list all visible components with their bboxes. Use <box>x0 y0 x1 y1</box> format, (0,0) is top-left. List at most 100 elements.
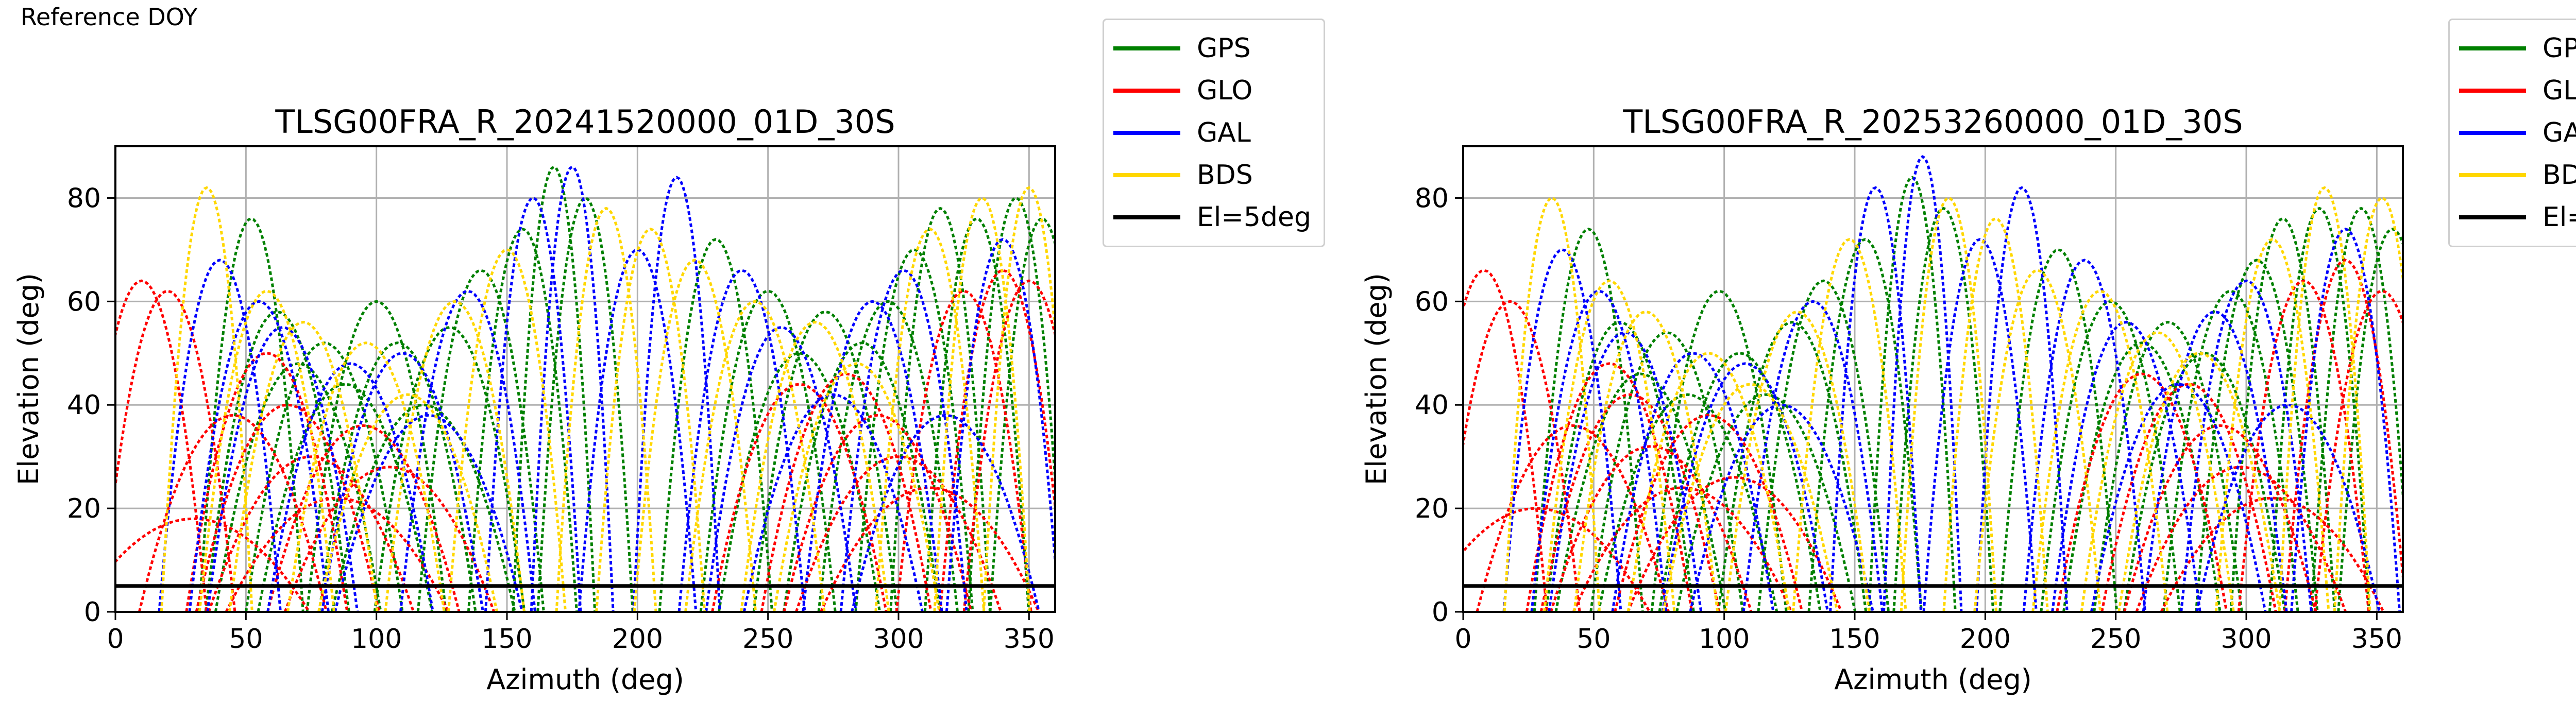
satellite-track-gal <box>705 326 857 612</box>
satellite-track-bds <box>2333 196 2403 612</box>
satellite-track-glo <box>2100 383 2277 612</box>
satellite-track-bds <box>874 228 986 612</box>
axes-frame <box>1462 145 2404 613</box>
satellite-track-glo <box>2135 466 2347 612</box>
satellite-track-bds <box>1503 196 1601 612</box>
y-tick-label: 60 <box>67 286 101 317</box>
satellite-track-glo <box>2123 424 2317 612</box>
satellite-track-bds <box>982 186 1055 612</box>
legend-item: BDS <box>1113 154 1311 196</box>
satellite-track-glo <box>962 279 1055 612</box>
x-tick-label: 300 <box>2221 624 2272 655</box>
legend-panel-2: GPS GLO GAL BDS El=5deg <box>2448 19 2576 247</box>
satellite-track-glo <box>1550 445 1753 612</box>
satellite-track-gps <box>967 196 1055 612</box>
legend-label: El=5deg <box>2543 202 2576 233</box>
skyplot-panel-2: 0 50 100 150 200 250 300 350 0 20 40 60 80 TLSG00FRA_… <box>1360 103 2404 696</box>
satellite-track-gal <box>802 300 943 612</box>
satellite-track-gal <box>1689 403 1874 612</box>
satellite-track-bds <box>2080 331 2235 612</box>
satellite-track-bds <box>2278 186 2371 612</box>
legend-label: GPS <box>1197 33 1251 64</box>
y-tick-label: 40 <box>67 390 101 421</box>
y-tick-label: 20 <box>67 493 101 524</box>
satellite-track-gps <box>1868 176 1957 612</box>
satellite-track-gal <box>2290 228 2401 612</box>
satellite-track-gps <box>2195 259 2319 612</box>
satellite-track-gal <box>945 238 1055 612</box>
satellite-track-gps <box>317 341 477 612</box>
y-tick-label: 60 <box>1415 286 1449 317</box>
satellite-track-glo <box>208 455 415 612</box>
x-axis-label: Azimuth (deg) <box>486 663 684 696</box>
x-tick-label: 200 <box>612 624 663 655</box>
satellite-track-gps <box>1807 238 1923 612</box>
satellite-track-glo <box>2237 279 2370 612</box>
satellite-track-glo <box>711 383 888 612</box>
satellite-track-gps <box>1589 331 1744 612</box>
satellite-track-gal <box>1829 186 1922 612</box>
legend-label: GLO <box>1197 75 1253 106</box>
satellite-track-gps <box>467 228 578 612</box>
satellite-track-gps <box>854 248 974 612</box>
satellite-track-bds <box>2117 352 2281 612</box>
satellite-track-glo <box>195 403 381 612</box>
x-tick-label: 250 <box>742 624 793 655</box>
satellite-track-glo <box>1572 486 1793 612</box>
satellite-track-glo <box>2056 372 2228 612</box>
legend-item: El=5deg <box>1113 196 1311 238</box>
satellite-track-gal <box>158 259 282 612</box>
satellite-track-bds <box>317 393 498 612</box>
x-tick-label: 350 <box>1004 624 1055 655</box>
x-tick-label: 150 <box>1829 624 1880 655</box>
satellite-track-gps <box>2268 207 2370 612</box>
satellite-track-gps <box>699 289 837 612</box>
legend-label: El=5deg <box>1197 202 1311 233</box>
satellite-track-gps <box>1757 279 1890 612</box>
x-tick-label: 200 <box>1960 624 2011 655</box>
satellite-track-gps <box>257 383 434 612</box>
satellite-track-glo <box>115 289 236 612</box>
x-tick-label: 100 <box>1699 624 1750 655</box>
satellite-track-bds <box>1662 383 1839 612</box>
satellite-track-gps <box>1533 228 1644 612</box>
satellite-track-gal <box>320 352 484 612</box>
x-tick-label: 50 <box>229 624 263 655</box>
satellite-track-bds <box>447 248 567 612</box>
satellite-track-gps <box>1892 207 1995 612</box>
satellite-track-gal <box>333 414 524 612</box>
satellite-track-gps <box>2229 217 2336 612</box>
y-tick-label: 0 <box>84 597 101 628</box>
satellite-track-gal <box>677 269 806 612</box>
legend-item: BDS <box>2459 154 2576 196</box>
satellite-track-bds <box>933 196 1031 612</box>
satellite-track-glo <box>138 414 328 612</box>
satellite-track-gps <box>989 217 1055 612</box>
satellite-track-gps <box>2162 289 2299 612</box>
satellite-track-glo <box>1614 414 1804 612</box>
x-tick-label: 300 <box>873 624 924 655</box>
satellite-track-bds <box>1900 196 1998 612</box>
x-tick-label: 0 <box>1454 624 1471 655</box>
y-tick-label: 0 <box>1432 597 1449 628</box>
satellite-track-bds <box>633 259 757 612</box>
legend-swatch <box>2459 173 2526 177</box>
y-tick-label: 20 <box>1415 493 1449 524</box>
y-axis-label: Elevation (deg) <box>12 273 45 485</box>
satellite-track-gps <box>198 217 304 612</box>
legend-item: El=5deg <box>2459 196 2576 238</box>
satellite-track-gal <box>1530 289 1668 612</box>
legend-label: GLO <box>2543 75 2576 106</box>
legend-item: GPS <box>1113 27 1311 70</box>
satellite-track-bds <box>1942 217 2049 612</box>
satellite-track-gal <box>206 326 359 612</box>
legend-item: GAL <box>2459 112 2576 154</box>
satellite-track-bds <box>555 207 657 612</box>
satellite-track-bds <box>740 320 890 612</box>
satellite-track-bds <box>684 300 826 612</box>
satellite-track-gal <box>2142 310 2288 612</box>
x-axis-label: Azimuth (deg) <box>1834 663 2032 696</box>
satellite-track-bds <box>2031 289 2169 612</box>
satellite-track-gps <box>2093 320 2243 612</box>
y-tick-label: 40 <box>1415 390 1449 421</box>
